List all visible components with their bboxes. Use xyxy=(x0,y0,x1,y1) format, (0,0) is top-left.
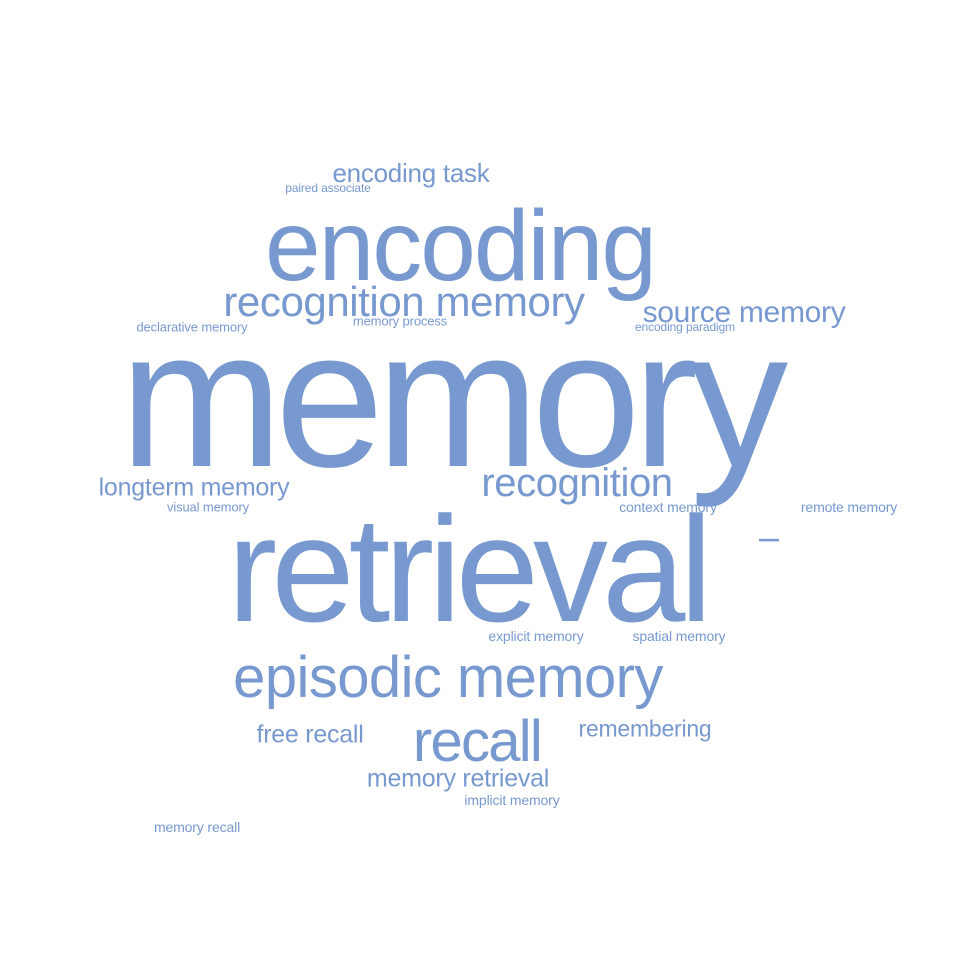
word-remote-memory: remote memory xyxy=(800,499,898,515)
word-encoding-paradigm: encoding paradigm xyxy=(634,320,736,334)
word-vertical: l xyxy=(753,537,784,543)
word-memory-process: memory process xyxy=(352,313,448,329)
word-encoding: encoding xyxy=(265,190,657,302)
word-recognition-memory: recognition memory xyxy=(223,278,585,325)
word-free-recall: free recall xyxy=(256,720,364,749)
word-recognition: recognition xyxy=(481,461,673,505)
word-retrieval: retrieval xyxy=(227,485,712,653)
word-recall: recall xyxy=(412,709,543,774)
word-memory-retrieval: memory retrieval xyxy=(366,764,550,793)
word-paired-associate: paired associate xyxy=(285,181,371,195)
word-declarative-memory: declarative memory xyxy=(136,319,248,335)
word-memory-recall: memory recall xyxy=(153,819,241,835)
word-implicit-memory: implicit memory xyxy=(464,792,560,808)
word-remembering: remembering xyxy=(578,715,712,742)
word-longterm-memory: longterm memory xyxy=(98,473,290,502)
word-episodic-memory: episodic memory xyxy=(233,645,663,710)
word-source-memory: source memory xyxy=(642,296,846,329)
word-context-memory: context memory xyxy=(619,499,717,515)
word-encoding-task: encoding task xyxy=(332,158,490,188)
word-explicit-memory: explicit memory xyxy=(488,628,584,644)
word-spatial-memory: spatial memory xyxy=(632,628,726,644)
word-memory: memory xyxy=(119,289,789,508)
word-visual-memory: visual memory xyxy=(166,499,250,515)
